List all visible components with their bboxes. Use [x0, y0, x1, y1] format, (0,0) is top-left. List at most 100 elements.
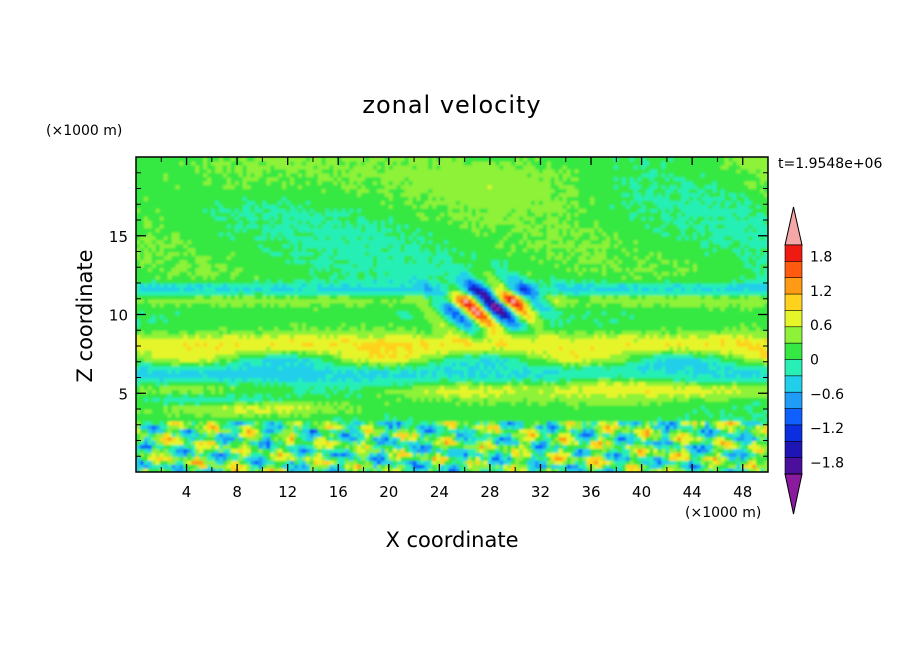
field-cell	[218, 369, 224, 375]
field-cell	[625, 373, 631, 379]
field-cell	[416, 416, 421, 422]
field-cell	[163, 448, 169, 453]
field-cell	[215, 349, 220, 355]
field-cell	[602, 385, 607, 390]
field-cell	[507, 377, 512, 383]
field-cell	[523, 349, 528, 355]
field-cell	[416, 452, 421, 457]
field-cell	[602, 377, 607, 383]
field-cell	[290, 373, 295, 379]
field-cell	[700, 361, 706, 367]
field-cell	[625, 377, 631, 383]
field-cell	[586, 389, 591, 394]
field-cell	[183, 424, 188, 430]
field-cell	[282, 409, 287, 414]
field-cell	[163, 365, 169, 371]
field-cell	[455, 377, 461, 383]
field-cell	[590, 353, 595, 359]
field-cell	[740, 377, 745, 383]
field-cell	[483, 468, 489, 472]
field-cell	[428, 365, 433, 371]
field-cell	[728, 432, 734, 438]
field-cell	[151, 452, 157, 457]
field-cell	[677, 456, 682, 461]
field-cell	[613, 381, 619, 386]
field-cell	[633, 464, 639, 469]
field-cell	[215, 424, 220, 430]
field-cell	[471, 460, 477, 465]
field-cell	[420, 448, 425, 453]
field-cell	[570, 361, 576, 367]
field-cell	[511, 448, 516, 453]
field-cell	[645, 448, 651, 453]
field-cell	[487, 353, 493, 359]
field-cell	[384, 409, 390, 414]
field-cell	[230, 428, 236, 434]
field-cell	[424, 468, 429, 472]
field-cell	[732, 460, 737, 465]
field-cell	[760, 424, 765, 430]
field-cell	[578, 468, 583, 472]
field-cell	[617, 393, 623, 398]
field-cell	[211, 424, 216, 430]
field-cell	[724, 440, 730, 446]
field-cell	[254, 428, 260, 434]
field-cell	[392, 464, 398, 469]
field-cell	[610, 464, 615, 469]
field-cell	[175, 369, 181, 375]
field-cell	[475, 444, 481, 449]
field-cell	[183, 464, 188, 469]
field-cell	[708, 468, 714, 472]
field-cell	[653, 424, 658, 430]
field-cell	[388, 440, 394, 446]
field-cell	[629, 385, 635, 390]
field-cell	[380, 401, 386, 406]
field-cell	[365, 420, 370, 426]
field-cell	[649, 456, 655, 461]
field-cell	[278, 409, 283, 414]
field-cell	[349, 385, 354, 390]
field-cell	[657, 365, 662, 371]
field-cell	[689, 369, 694, 375]
field-cell	[712, 381, 718, 386]
field-cell	[527, 369, 532, 375]
field-cell	[234, 389, 240, 394]
field-cell	[139, 468, 145, 472]
field-cell	[365, 468, 370, 472]
field-cell	[467, 393, 473, 398]
field-cell	[136, 420, 141, 426]
field-cell	[692, 468, 698, 472]
field-cell	[297, 464, 303, 469]
field-cell	[175, 353, 181, 359]
field-cell	[495, 405, 500, 410]
field-cell	[649, 440, 655, 446]
field-cell	[542, 452, 548, 457]
field-cell	[321, 432, 327, 438]
field-cell	[578, 353, 583, 359]
field-cell	[574, 357, 579, 363]
field-cell	[491, 440, 497, 446]
field-cell	[696, 452, 702, 457]
field-cell	[467, 401, 473, 406]
field-cell	[361, 361, 366, 367]
field-cell	[475, 401, 481, 406]
field-cell	[538, 357, 544, 363]
field-cell	[570, 385, 576, 390]
field-cell	[203, 452, 208, 457]
field-cell	[452, 377, 457, 383]
field-cell	[527, 448, 532, 453]
field-cell	[136, 444, 141, 449]
field-cell	[191, 393, 196, 398]
field-cell	[511, 401, 516, 406]
field-cell	[523, 452, 528, 457]
field-cell	[215, 385, 220, 390]
field-cell	[159, 405, 165, 410]
field-cell	[357, 416, 362, 422]
field-cell	[479, 452, 485, 457]
field-cell	[353, 424, 358, 430]
field-cell	[222, 365, 228, 371]
field-cell	[207, 452, 212, 457]
field-cell	[357, 385, 362, 390]
field-cell	[756, 424, 761, 430]
field-cell	[629, 381, 635, 386]
